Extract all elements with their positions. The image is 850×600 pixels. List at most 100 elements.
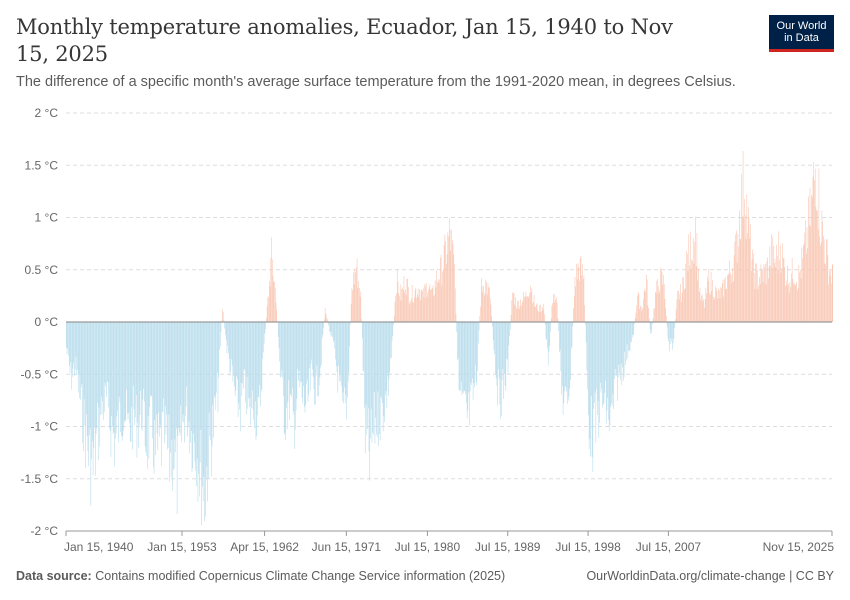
anomaly-bar bbox=[831, 283, 832, 322]
anomaly-bar bbox=[595, 322, 597, 443]
anomaly-bar bbox=[642, 308, 643, 322]
anomaly-bar bbox=[135, 322, 137, 396]
anomaly-bar bbox=[701, 295, 702, 322]
anomaly-bar bbox=[214, 322, 216, 396]
anomaly-bar bbox=[223, 320, 225, 322]
anomaly-bar bbox=[682, 276, 684, 322]
anomaly-bar bbox=[573, 296, 575, 322]
anomaly-bar bbox=[566, 322, 568, 392]
anomaly-bar bbox=[243, 322, 245, 369]
anomaly-bar bbox=[205, 322, 206, 517]
anomaly-bar bbox=[439, 279, 440, 322]
anomaly-bar bbox=[692, 260, 693, 322]
anomaly-bar bbox=[599, 322, 600, 423]
anomaly-bar bbox=[606, 322, 608, 411]
anomaly-bar bbox=[260, 322, 262, 389]
anomaly-bar bbox=[638, 293, 640, 322]
anomaly-bar bbox=[707, 281, 709, 322]
anomaly-bar bbox=[678, 299, 680, 322]
anomaly-bar bbox=[529, 293, 530, 322]
anomaly-bar bbox=[594, 322, 596, 393]
anomaly-bar bbox=[483, 285, 484, 322]
anomaly-bar bbox=[198, 322, 199, 474]
anomaly-bar bbox=[76, 322, 78, 376]
anomaly-bar bbox=[277, 322, 279, 338]
anomaly-bar bbox=[799, 272, 800, 322]
anomaly-bar bbox=[655, 293, 657, 322]
anomaly-bar bbox=[157, 322, 159, 451]
anomaly-bar bbox=[588, 322, 590, 449]
anomaly-bar bbox=[309, 322, 311, 391]
anomaly-bar bbox=[473, 322, 475, 384]
anomaly-bar bbox=[685, 263, 687, 322]
anomaly-bar bbox=[557, 318, 559, 322]
anomaly-bar bbox=[527, 297, 529, 322]
anomaly-bar bbox=[71, 322, 73, 377]
anomaly-bar bbox=[128, 322, 130, 413]
anomaly-bar bbox=[284, 322, 286, 433]
anomaly-bar bbox=[239, 322, 240, 410]
anomaly-bar bbox=[740, 238, 742, 322]
anomaly-bar bbox=[410, 301, 411, 322]
anomaly-bar bbox=[456, 322, 458, 333]
anomaly-bar bbox=[727, 275, 728, 322]
anomaly-bar bbox=[451, 229, 452, 322]
anomaly-bar bbox=[798, 265, 800, 322]
anomaly-bar bbox=[460, 322, 461, 391]
anomaly-bar bbox=[388, 322, 390, 380]
anomaly-bar bbox=[211, 322, 213, 446]
source-text: Contains modified Copernicus Climate Cha… bbox=[95, 569, 506, 583]
anomaly-bar bbox=[777, 269, 779, 322]
anomaly-bar bbox=[110, 322, 112, 457]
anomaly-bar bbox=[588, 322, 589, 415]
owid-logo[interactable]: Our World in Data bbox=[769, 15, 834, 52]
anomaly-bar bbox=[262, 322, 263, 359]
anomaly-bar bbox=[246, 322, 248, 377]
anomaly-bar bbox=[734, 242, 736, 322]
anomaly-bar bbox=[501, 322, 503, 381]
anomaly-bar bbox=[492, 322, 493, 328]
anomaly-bar bbox=[624, 322, 626, 352]
anomaly-bar bbox=[594, 322, 595, 403]
anomaly-bar bbox=[552, 303, 553, 322]
footer-credit[interactable]: OurWorldinData.org/climate-change | CC B… bbox=[586, 569, 834, 583]
anomaly-bar bbox=[444, 234, 446, 322]
anomaly-bar bbox=[611, 322, 612, 404]
x-tick-label: Jan 15, 1953 bbox=[147, 540, 217, 554]
anomaly-bar bbox=[619, 322, 620, 373]
anomaly-bar bbox=[608, 322, 610, 432]
anomaly-bar bbox=[733, 255, 735, 322]
anomaly-bar bbox=[827, 255, 829, 322]
anomaly-bar bbox=[724, 276, 726, 322]
anomaly-bar bbox=[541, 307, 543, 322]
anomaly-bar bbox=[431, 288, 433, 322]
anomaly-bar bbox=[182, 322, 183, 422]
anomaly-bar bbox=[601, 322, 603, 389]
anomaly-bar bbox=[637, 291, 639, 322]
anomaly-bar bbox=[596, 322, 598, 415]
anomaly-bar bbox=[762, 270, 763, 322]
anomaly-bar bbox=[324, 319, 325, 322]
anomaly-bar bbox=[247, 322, 249, 409]
anomaly-bar bbox=[423, 297, 425, 322]
anomaly-bar bbox=[643, 291, 645, 322]
anomaly-bar bbox=[672, 322, 673, 350]
anomaly-bar bbox=[814, 168, 816, 322]
anomaly-bar bbox=[323, 322, 324, 329]
anomaly-bar bbox=[583, 275, 585, 322]
anomaly-bar bbox=[374, 322, 376, 444]
anomaly-bar bbox=[434, 280, 436, 322]
anomaly-bar bbox=[483, 295, 485, 322]
anomaly-bar bbox=[725, 288, 727, 322]
anomaly-bar bbox=[493, 322, 495, 351]
anomaly-bar bbox=[170, 322, 172, 477]
anomaly-bar bbox=[287, 322, 289, 403]
anomaly-bar bbox=[172, 322, 173, 491]
anomaly-bar bbox=[132, 322, 134, 386]
anomaly-bar bbox=[498, 322, 500, 379]
anomaly-bar bbox=[191, 322, 193, 472]
anomaly-bar bbox=[77, 322, 79, 393]
anomaly-bar bbox=[140, 322, 141, 391]
anomaly-bar bbox=[170, 322, 171, 453]
